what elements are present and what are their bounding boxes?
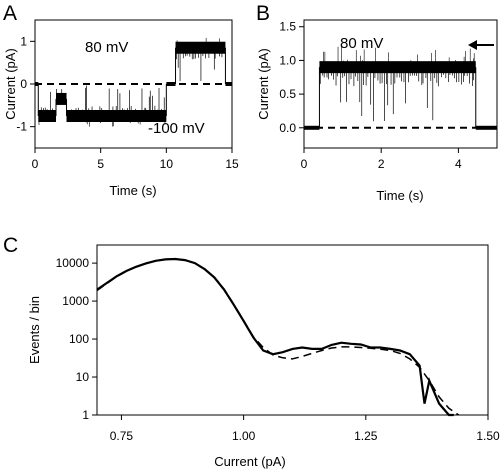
y-tick-label: 1000: [62, 294, 89, 308]
panel-c-y-ticks: 1 10 100 1000 10000: [56, 256, 97, 422]
x-tick-label: 2: [378, 157, 385, 171]
x-tick-label: 5: [97, 157, 104, 171]
x-tick-label: 1.00: [232, 429, 256, 443]
y-tick-label: 10: [76, 370, 90, 384]
panel-b-ylabel: Current (pA): [256, 48, 271, 120]
panel-a-ylabel: Current (pA): [3, 48, 18, 120]
y-tick-label: 1.5: [279, 20, 296, 34]
x-tick-label: 0.75: [110, 429, 134, 443]
y-tick-label: 0: [20, 77, 27, 91]
panel-b-frame: [303, 19, 498, 149]
panel-b-x-ticks: 0 2 4: [301, 148, 462, 171]
x-tick-label: 0: [301, 157, 308, 171]
y-tick-label: 0.0: [279, 121, 296, 135]
y-tick-label: 1: [82, 408, 89, 422]
panel-a-x-ticks: 0 5 10 15: [32, 148, 239, 171]
panel-b-xlabel: Time (s): [376, 188, 423, 203]
panel-a-y-ticks: -1 0 1: [16, 34, 35, 134]
arrow-icon: [468, 40, 494, 50]
panel-a-annotation-minus100mv: -100 mV: [148, 120, 205, 137]
panel-b-chart: 0 2 4 0.0 0.5 1.0 1.5 Time (s) Current (pA) 8…: [256, 19, 498, 203]
panel-label-a: A: [3, 2, 17, 25]
panel-c-solid-series: [96, 257, 454, 417]
trace-segment: [304, 125, 320, 130]
x-tick-label: 15: [225, 157, 239, 171]
y-tick-label: 0.5: [279, 87, 296, 101]
y-tick-label: 100: [69, 332, 89, 346]
panel-a-annotation-80mv: 80 mV: [85, 39, 128, 56]
panel-a-chart: 0 5 10 15 -101 Time (s) Current (pA) 80 mV …: [3, 19, 239, 198]
x-tick-label: 1.25: [354, 429, 378, 443]
panel-a-xlabel: Time (s): [109, 183, 156, 198]
x-tick-label: 10: [160, 157, 174, 171]
panel-a-current-trace: [35, 37, 232, 127]
panel-c-x-ticks: 0.75 1.00 1.25 1.50: [110, 415, 500, 443]
panel-c-chart: 0.75 1.00 1.25 1.50 1 10 100 1000 10000 Current…: [27, 244, 500, 469]
panel-label-b: B: [256, 2, 270, 25]
panel-b-current-trace: [304, 46, 497, 130]
panel-label-c: C: [3, 234, 18, 257]
trace-segment: [56, 92, 67, 105]
panel-b-y-ticks: 0.0 0.5 1.0 1.5: [279, 20, 304, 135]
x-tick-label: 0: [32, 157, 39, 171]
y-tick-label: 10000: [56, 256, 90, 270]
y-tick-label: 1: [20, 34, 27, 48]
x-tick-label: 1.50: [476, 429, 500, 443]
panel-c-xlabel: Current (pA): [214, 454, 286, 469]
y-tick-label: 1.0: [279, 53, 296, 67]
panel-b-annotation-80mv: 80 mV: [340, 35, 383, 52]
panel-c-ylabel: Events / bin: [27, 296, 42, 364]
y-tick-label: -1: [16, 120, 27, 134]
panel-c-frame: [96, 244, 489, 416]
panel-c-dashed-series: [96, 258, 460, 416]
x-tick-label: 4: [455, 157, 462, 171]
trace-segment: [175, 41, 226, 54]
